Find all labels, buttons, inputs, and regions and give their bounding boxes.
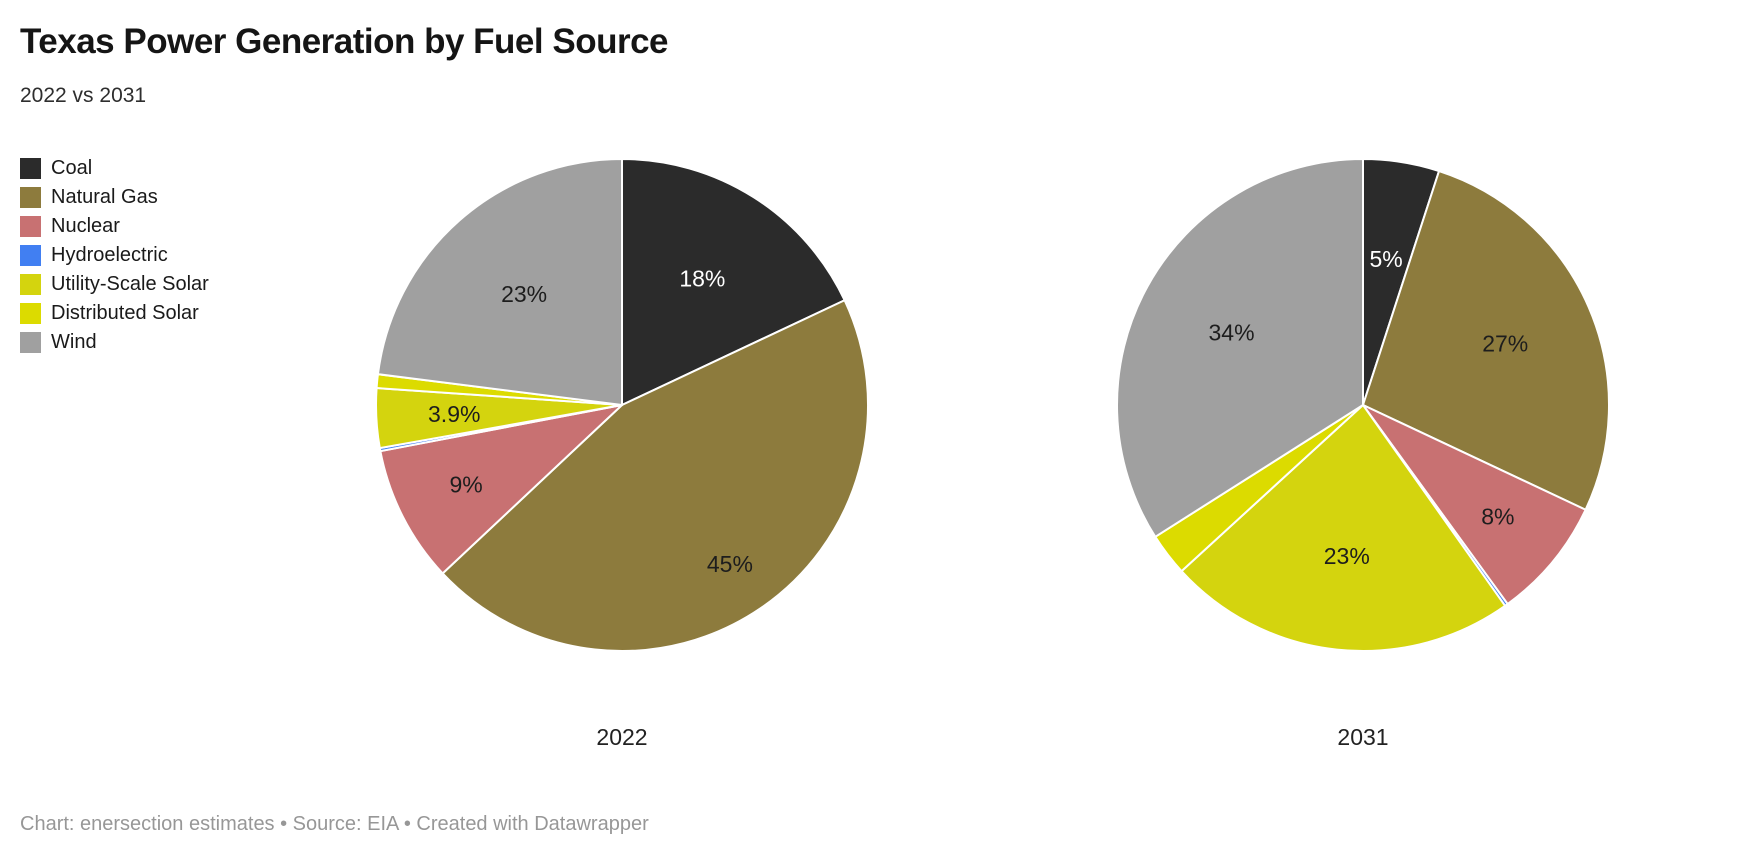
- legend-item-nuclear: Nuclear: [20, 215, 209, 237]
- legend-swatch-icon: [20, 302, 41, 324]
- pie-slice-2031-utility-scale-solar: [1180, 404, 1507, 652]
- pie-value-label-2022-wind: 23%: [501, 281, 547, 307]
- chart-title: Texas Power Generation by Fuel Source: [20, 22, 669, 61]
- legend-label: Distributed Solar: [51, 301, 199, 324]
- pie-value-label-2022-utility-scale-solar: 3.9%: [428, 401, 480, 427]
- legend-swatch-icon: [20, 186, 41, 208]
- legend: Coal Natural Gas Nuclear Hydroelectric Utili…: [20, 157, 209, 353]
- legend-item-natural-gas: Natural Gas: [20, 186, 209, 208]
- pie-value-label-2022-nuclear: 9%: [449, 471, 482, 497]
- legend-swatch-icon: [20, 244, 41, 266]
- pie-value-label-2031-nuclear: 8%: [1481, 504, 1514, 530]
- legend-label: Nuclear: [51, 214, 120, 237]
- legend-item-coal: Coal: [20, 157, 209, 179]
- legend-item-distributed-solar: Distributed Solar: [20, 302, 209, 324]
- pie-value-label-2031-coal: 5%: [1370, 246, 1403, 272]
- pie-caption-2022: 2022: [596, 724, 648, 750]
- pie-value-label-2031-natural-gas: 27%: [1482, 330, 1528, 356]
- pie-slice-2031-nuclear: [1362, 404, 1587, 606]
- legend-label: Utility-Scale Solar: [51, 272, 209, 295]
- legend-swatch-icon: [20, 273, 41, 295]
- pie-value-label-2022-coal: 18%: [679, 265, 725, 291]
- pie-slice-2022-coal: [621, 158, 846, 406]
- pie-slice-2022-wind: [376, 158, 623, 406]
- legend-item-wind: Wind: [20, 331, 209, 353]
- legend-swatch-icon: [20, 331, 41, 353]
- legend-label: Natural Gas: [51, 185, 158, 208]
- chart-subtitle: 2022 vs 2031: [20, 84, 147, 107]
- attribution-text: Chart: enersection estimates • Source: E…: [20, 813, 649, 835]
- pie-chart-2022: 18% 45% 9% 3.9% 23%: [375, 158, 869, 652]
- legend-label: Wind: [51, 330, 97, 353]
- pie-value-label-2022-natural-gas: 45%: [707, 551, 753, 577]
- pie-slice-2022-nuclear: [379, 404, 623, 575]
- pie-slice-2031-natural-gas: [1362, 170, 1610, 511]
- pie-value-label-2031-utility-scale-solar: 23%: [1324, 543, 1370, 569]
- legend-label: Hydroelectric: [51, 243, 168, 266]
- legend-swatch-icon: [20, 157, 41, 179]
- pie-chart-2031: 5% 27% 8% 23% 34%: [1116, 158, 1610, 652]
- legend-item-hydroelectric: Hydroelectric: [20, 244, 209, 266]
- legend-item-utility-scale-solar: Utility-Scale Solar: [20, 273, 209, 295]
- pie-slice-2022-natural-gas: [441, 299, 869, 652]
- pie-caption-2031: 2031: [1337, 724, 1389, 750]
- legend-label: Coal: [51, 156, 93, 179]
- pie-value-label-2031-wind: 34%: [1209, 320, 1255, 346]
- legend-swatch-icon: [20, 215, 41, 237]
- pie-slice-2031-wind: [1116, 158, 1364, 538]
